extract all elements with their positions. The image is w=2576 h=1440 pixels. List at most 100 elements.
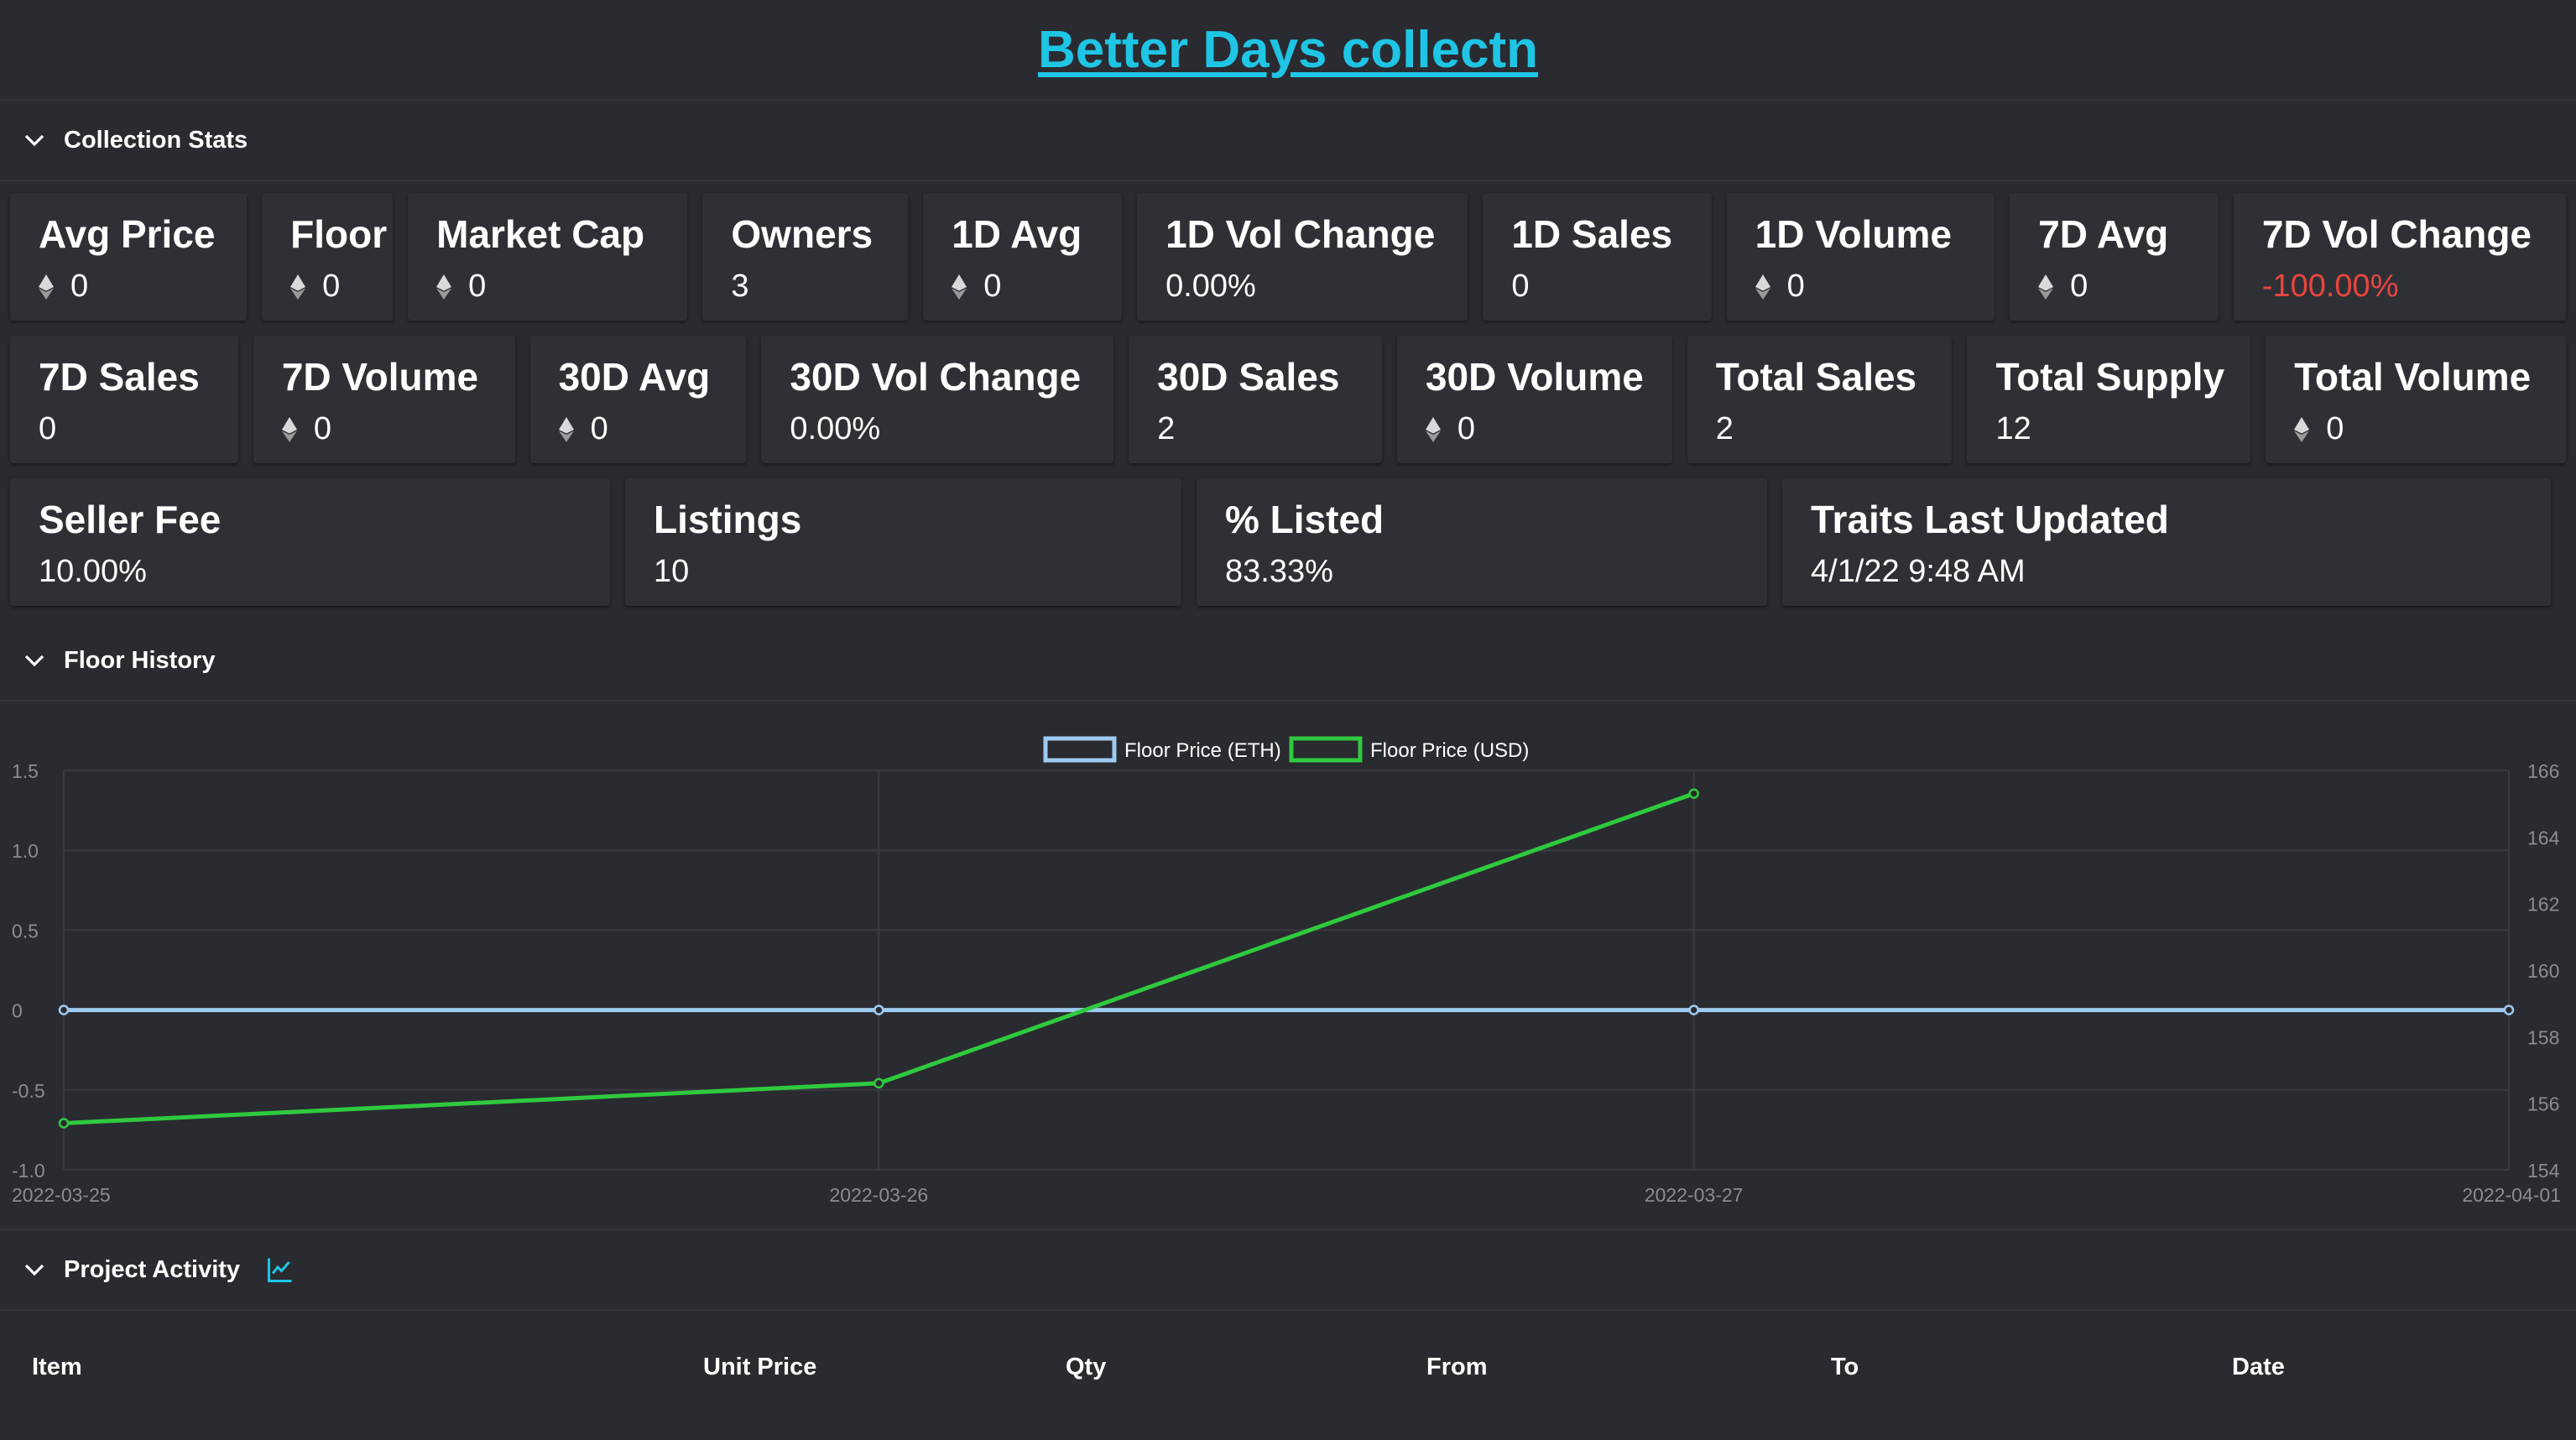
floor-history-header[interactable]: Floor History	[0, 621, 2576, 702]
stat-card-7d-avg: 7D Avg 0	[2010, 193, 2219, 321]
legend-label: Floor Price (ETH)	[1124, 739, 1281, 762]
stat-label: Total Volume	[2294, 355, 2532, 399]
legend-swatch	[1043, 736, 1117, 763]
project-activity-header[interactable]: Project Activity	[0, 1230, 2576, 1311]
y-right-tick-label: 160	[2527, 960, 2559, 982]
floor-history-chart: 1.5 1.0 0.5 0 -0.5 -1.0 166 164 162 160 158 156 154 2…	[0, 702, 2576, 1230]
y-right-tick-label: 154	[2527, 1160, 2560, 1182]
column-header-date[interactable]: Date	[2232, 1353, 2285, 1380]
stat-value: 2	[1715, 411, 1734, 446]
column-header-qty[interactable]: Qty	[1066, 1353, 1107, 1380]
stat-label: Traits Last Updated	[1811, 498, 2169, 541]
stat-card-7d-volume: 7D Volume 0	[253, 336, 515, 463]
stat-card-total-volume: Total Volume 0	[2266, 336, 2566, 463]
data-point	[58, 1118, 70, 1129]
stat-value: 10	[654, 554, 690, 589]
title-bar: Better Days collectn	[0, 0, 2576, 101]
stat-value: -100.00%	[2261, 269, 2399, 304]
x-tick-label: 2022-03-27	[1645, 1184, 1744, 1206]
y-left-tick-label: 1.0	[12, 840, 39, 862]
stat-card-1d-volume: 1D Volume 0	[1726, 193, 1995, 321]
stat-value: 0	[558, 411, 728, 447]
column-header-to[interactable]: To	[1831, 1353, 1859, 1380]
stat-value: 10.00%	[39, 554, 147, 589]
data-point	[2503, 1004, 2515, 1015]
column-header-unit-price[interactable]: Unit Price	[703, 1353, 817, 1380]
column-header-item[interactable]: Item	[32, 1353, 82, 1380]
stat-card-seller-fee: Seller Fee 10.00%	[10, 478, 610, 606]
stat-card-30d-vol-change: 30D Vol Change 0.00%	[761, 336, 1114, 463]
stat-card-7d-sales: 7D Sales 0	[10, 336, 238, 463]
y-left-tick-label: 0.5	[12, 920, 39, 942]
stat-value: 0	[1425, 411, 1654, 447]
ethereum-icon	[1755, 274, 1770, 300]
stat-value: 0	[2294, 411, 2547, 447]
stat-value: 2	[1157, 411, 1176, 446]
stat-label: 30D Volume	[1425, 355, 1644, 399]
ethereum-icon	[290, 274, 306, 300]
stat-card-traits-last-updated: Traits Last Updated 4/1/22 9:48 AM	[1782, 478, 2551, 606]
ethereum-icon	[39, 274, 54, 300]
stat-card-owners: Owners 3	[702, 193, 909, 321]
stat-label: Listings	[654, 498, 802, 541]
data-point	[1688, 1004, 1699, 1015]
stat-value: 0.00%	[1165, 269, 1256, 304]
stat-label: 7D Sales	[39, 355, 200, 399]
stat-label: Seller Fee	[39, 498, 222, 541]
y-right-tick-label: 162	[2527, 894, 2559, 916]
stat-label: 1D Vol Change	[1165, 212, 1436, 256]
stat-card-total-supply: Total Supply 12	[1967, 336, 2251, 463]
stat-card-30d-sales: 30D Sales 2	[1129, 336, 1382, 463]
chart-line-icon[interactable]	[265, 1255, 295, 1285]
x-tick-label: 2022-03-25	[12, 1184, 111, 1206]
ethereum-icon	[558, 416, 574, 442]
stat-card-total-sales: Total Sales 2	[1687, 336, 1953, 463]
stat-label: 7D Volume	[281, 355, 479, 399]
chevron-down-icon[interactable]	[22, 1257, 47, 1282]
y-left-tick-label: -0.5	[12, 1080, 45, 1102]
stat-card-floor: Floor 0	[262, 193, 394, 321]
stat-value: 83.33%	[1225, 554, 1333, 589]
chevron-down-icon[interactable]	[22, 648, 47, 673]
legend-label: Floor Price (USD)	[1370, 739, 1529, 762]
x-tick-label: 2022-04-01	[2462, 1184, 2561, 1206]
chevron-down-icon[interactable]	[22, 128, 47, 153]
stat-value: 0	[436, 269, 669, 305]
stats-row-3: Seller Fee 10.00% Listings 10 % Listed 83.33%…	[10, 478, 2566, 606]
stat-value: 0	[2038, 269, 2200, 305]
stat-label: 1D Avg	[952, 212, 1082, 256]
stat-card-1d-sales: 1D Sales 0	[1483, 193, 1712, 321]
stat-value: 0	[39, 411, 57, 446]
stat-value: 3	[731, 269, 749, 304]
stats-row-1: Avg Price 0 Floor 0 Market Cap 0 Owners 3 1D Avg…	[10, 193, 2566, 321]
y-right-tick-label: 156	[2527, 1093, 2559, 1115]
stat-card-listings: Listings 10	[625, 478, 1181, 606]
y-left-tick-label: 0	[12, 1000, 23, 1022]
stats-row-2: 7D Sales 0 7D Volume 0 30D Avg 0 30D Vol Chang…	[10, 336, 2566, 463]
x-tick-label: 2022-03-26	[830, 1184, 929, 1206]
stat-label: Total Sales	[1715, 355, 1917, 399]
stat-value: 4/1/22 9:48 AM	[1811, 554, 2026, 589]
section-title: Floor History	[64, 646, 216, 674]
stat-label: Total Supply	[1995, 355, 2225, 399]
stat-label: Floor	[290, 212, 388, 256]
stat-label: 30D Vol Change	[790, 355, 1082, 399]
stat-card-7d-vol-change: 7D Vol Change -100.00%	[2233, 193, 2566, 321]
stat-value: 0	[1511, 269, 1530, 304]
stat-label: Market Cap	[436, 212, 645, 256]
ethereum-icon	[436, 274, 452, 300]
ethereum-icon	[1425, 416, 1441, 442]
legend-swatch	[1289, 736, 1363, 763]
stat-value: 0	[1755, 269, 1977, 305]
stat-label: 7D Avg	[2038, 212, 2169, 256]
section-title: Project Activity	[64, 1255, 241, 1283]
column-header-from[interactable]: From	[1426, 1353, 1488, 1380]
data-point	[58, 1004, 70, 1015]
data-point	[873, 1077, 884, 1089]
stat-label: 30D Sales	[1157, 355, 1340, 399]
collection-title-link[interactable]: Better Days collectn	[1037, 20, 1539, 79]
stat-card-avg-price: Avg Price 0	[10, 193, 248, 321]
y-right-tick-label: 158	[2527, 1026, 2559, 1048]
collection-stats-header[interactable]: Collection Stats	[0, 101, 2576, 181]
y-left-tick-label: 1.5	[12, 760, 39, 782]
